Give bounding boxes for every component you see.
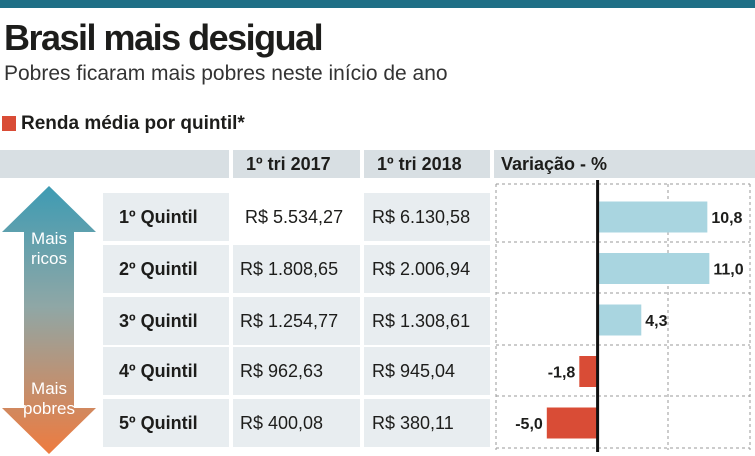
column-header-2017: 1º tri 2017 xyxy=(246,154,331,174)
variation-value-label: -1,8 xyxy=(548,365,576,382)
value-2018: R$ 1.308,61 xyxy=(372,311,471,331)
value-cell xyxy=(364,297,490,345)
column-header-variation: Variação - % xyxy=(501,154,608,174)
variation-bar-chart: 10,8 11,0 4,3 -1,8 -5,0 xyxy=(495,180,751,452)
variation-value-label: -5,0 xyxy=(515,416,543,433)
header-divider xyxy=(360,150,364,178)
value-2017: R$ 5.534,27 xyxy=(245,207,344,227)
table-header-band xyxy=(0,150,755,178)
value-cell xyxy=(364,245,490,293)
rich-to-poor-arrow xyxy=(2,186,96,454)
variation-bar xyxy=(597,304,642,336)
variation-bar xyxy=(597,201,708,233)
quintile-label: 4º Quintil xyxy=(119,361,198,381)
chart-subtitle: Pobres ficaram mais pobres neste início … xyxy=(4,62,448,85)
quintile-label: 1º Quintil xyxy=(119,207,198,227)
value-2018: R$ 6.130,58 xyxy=(372,207,471,227)
header-divider xyxy=(490,150,494,178)
quintile-label: 3º Quintil xyxy=(119,311,198,331)
value-cell xyxy=(233,347,360,395)
row-label-cell xyxy=(103,297,229,345)
arrow-top-label-line2: ricos xyxy=(31,249,67,268)
value-cell xyxy=(233,399,360,447)
row-label-cell xyxy=(103,399,229,447)
row-label-cell xyxy=(103,193,229,241)
arrow-bottom-label: Mais pobres xyxy=(14,379,84,419)
value-cell xyxy=(233,297,360,345)
row-label-cell xyxy=(103,245,229,293)
column-header-2018: 1º tri 2018 xyxy=(377,154,462,174)
value-cell xyxy=(233,193,360,241)
variation-value-label: 10,8 xyxy=(711,210,742,227)
value-cell xyxy=(364,193,490,241)
value-2018: R$ 945,04 xyxy=(372,361,456,381)
variation-bar xyxy=(546,407,598,439)
arrow-bottom-label-line2: pobres xyxy=(23,399,75,418)
value-2018: R$ 380,11 xyxy=(372,413,454,433)
value-2017: R$ 962,63 xyxy=(240,361,324,381)
variation-value-label: 11,0 xyxy=(713,262,743,279)
arrow-top-label-line1: Mais xyxy=(31,229,67,248)
arrow-top-label: Mais ricos xyxy=(14,229,84,269)
chart-title: Brasil mais desigual xyxy=(4,17,324,58)
value-2017: R$ 400,08 xyxy=(240,413,324,433)
legend-square xyxy=(2,116,16,131)
arrow-bottom-label-line1: Mais xyxy=(31,379,67,398)
quintile-label: 2º Quintil xyxy=(119,259,198,279)
value-2018: R$ 2.006,94 xyxy=(372,259,471,279)
variation-value-label: 4,3 xyxy=(645,313,667,330)
value-cell xyxy=(233,245,360,293)
value-cell xyxy=(364,347,490,395)
value-2017: R$ 1.254,77 xyxy=(240,311,339,331)
top-accent-bar xyxy=(0,0,755,8)
arrow-shape xyxy=(2,186,96,454)
value-2017: R$ 1.808,65 xyxy=(240,259,339,279)
quintile-label: 5º Quintil xyxy=(119,413,198,433)
value-cell xyxy=(364,399,490,447)
variation-bar xyxy=(579,356,598,387)
row-label-cell xyxy=(103,347,229,395)
variation-bar xyxy=(597,253,710,284)
header-divider xyxy=(229,150,233,178)
legend-label: Renda média por quintil* xyxy=(21,113,245,134)
